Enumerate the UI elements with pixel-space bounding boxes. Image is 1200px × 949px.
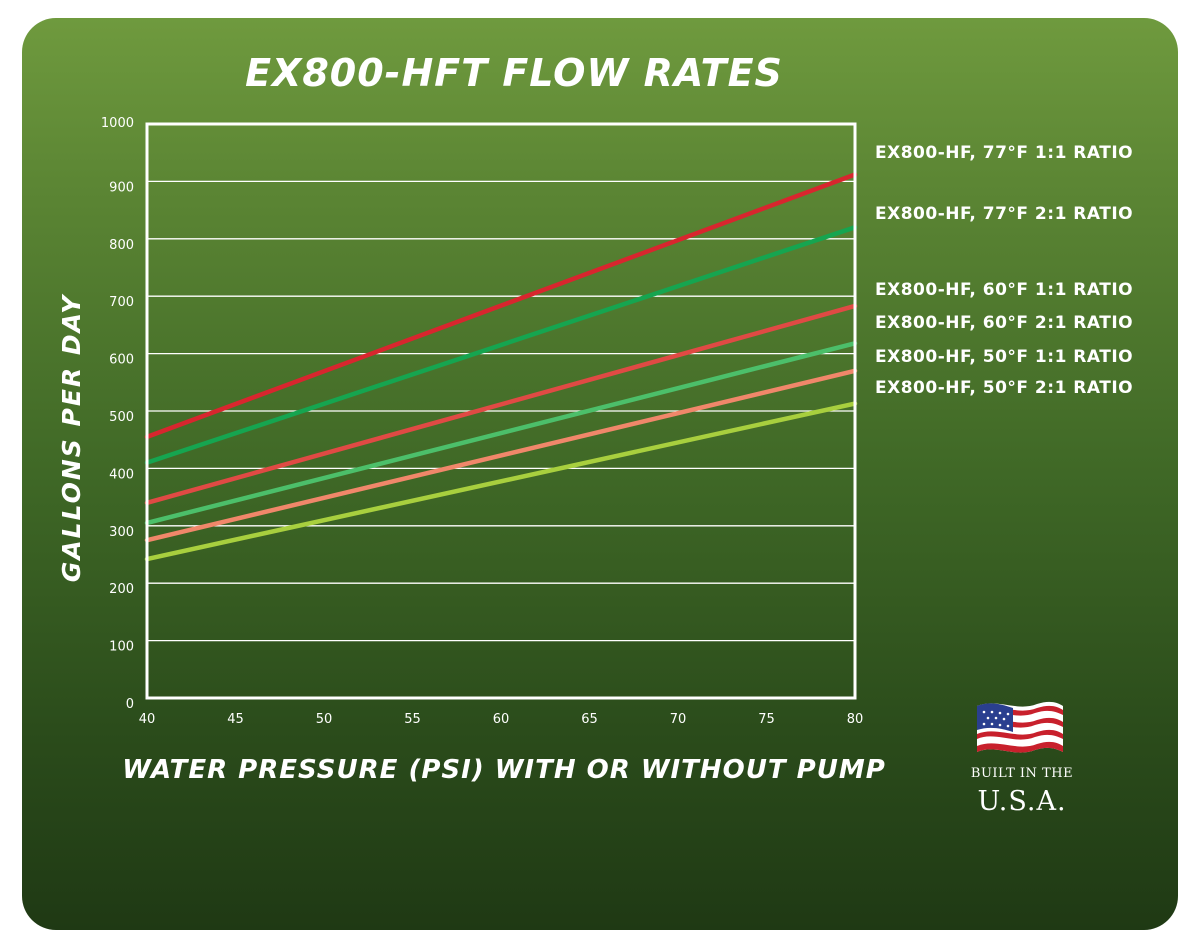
series-line-1 <box>144 172 858 440</box>
badge-line2: U.S.A. <box>977 786 1066 817</box>
legend-entry-6: EX800-HF, 50°F 2:1 RATIO <box>875 378 1133 398</box>
badge-line1: BUILT IN THE <box>971 766 1073 781</box>
y-tick-label: 200 <box>109 582 134 597</box>
plot-frame <box>145 122 857 700</box>
series-line-5 <box>144 368 858 543</box>
series-line-6 <box>144 401 858 562</box>
y-axis-label: GALLONS PER DAY <box>57 293 86 582</box>
x-tick-label: 60 <box>493 712 510 727</box>
y-tick-label: 900 <box>109 180 134 195</box>
x-axis-label: WATER PRESSURE (PSI) WITH OR WITHOUT PUM… <box>122 755 886 785</box>
legend-entry-5: EX800-HF, 50°F 1:1 RATIO <box>875 347 1133 367</box>
legend: EX800-HF, 77°F 1:1 RATIO EX800-HF, 77°F 2… <box>875 143 1133 398</box>
y-tick-labels: 0 100 200 300 400 500 600 700 800 900 1000 <box>101 116 134 712</box>
series-line-3 <box>144 303 858 506</box>
x-tick-label: 70 <box>670 712 687 727</box>
chart-card: EX800-HFT FLOW RATES GALLONS PER DAY WAT… <box>22 18 1178 930</box>
y-tick-label: 100 <box>109 640 134 655</box>
legend-entry-3: EX800-HF, 60°F 1:1 RATIO <box>875 280 1133 300</box>
x-tick-label: 45 <box>227 712 244 727</box>
x-tick-label: 65 <box>581 712 598 727</box>
legend-entry-1: EX800-HF, 77°F 1:1 RATIO <box>875 143 1133 163</box>
y-tick-label: 700 <box>109 295 134 310</box>
y-tick-label: 400 <box>109 467 134 482</box>
x-tick-label: 75 <box>758 712 775 727</box>
legend-entry-2: EX800-HF, 77°F 2:1 RATIO <box>875 204 1133 224</box>
x-tick-label: 55 <box>404 712 421 727</box>
x-tick-label: 80 <box>847 712 864 727</box>
x-tick-labels: 40 45 50 55 60 65 70 75 80 <box>139 712 864 727</box>
x-tick-label: 40 <box>139 712 156 727</box>
series-lines <box>144 172 858 562</box>
usa-flag-icon <box>977 701 1063 753</box>
y-tick-label: 0 <box>126 697 134 712</box>
legend-entry-4: EX800-HF, 60°F 2:1 RATIO <box>875 313 1133 333</box>
chart-title: EX800-HFT FLOW RATES <box>245 51 783 95</box>
y-tick-label: 300 <box>109 525 134 540</box>
grid-lines <box>147 180 855 642</box>
y-tick-label: 600 <box>109 353 134 368</box>
made-in-usa-badge: BUILT IN THE U.S.A. <box>971 701 1073 817</box>
y-tick-label: 1000 <box>101 116 134 131</box>
y-tick-label: 500 <box>109 410 134 425</box>
flow-rate-chart: EX800-HFT FLOW RATES GALLONS PER DAY WAT… <box>57 51 1133 817</box>
series-line-4 <box>144 341 858 526</box>
y-tick-label: 800 <box>109 238 134 253</box>
x-tick-label: 50 <box>316 712 333 727</box>
series-line-2 <box>144 225 858 465</box>
